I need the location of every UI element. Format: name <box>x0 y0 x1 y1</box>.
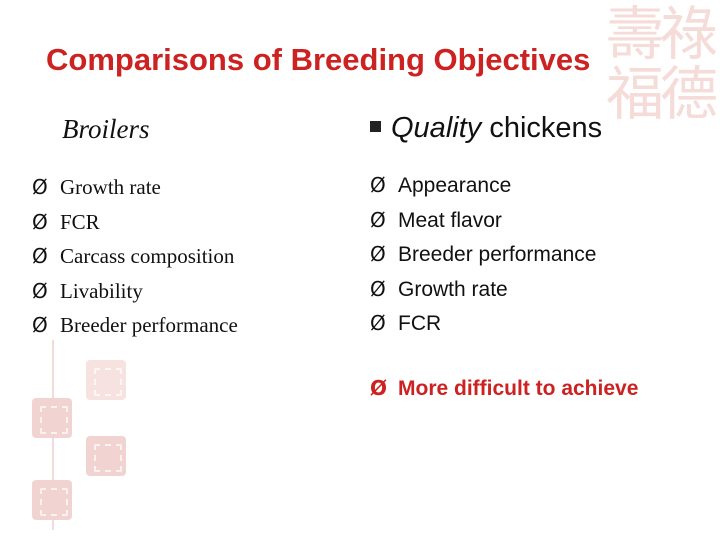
list-item-label: Livability <box>60 278 143 303</box>
list-item: Ø Growth rate <box>370 272 596 307</box>
arrowhead-bullet-icon: Ø <box>370 242 386 266</box>
arrowhead-bullet-icon: Ø <box>32 175 48 199</box>
arrowhead-bullet-icon: Ø <box>370 376 388 400</box>
list-item-label: FCR <box>398 312 442 335</box>
arrowhead-bullet-icon: Ø <box>370 207 386 232</box>
arrowhead-bullet-icon: Ø <box>32 209 48 234</box>
list-item: Ø Meat flavor <box>370 203 596 238</box>
seal-stamp-decoration <box>32 398 72 438</box>
arrowhead-bullet-icon: Ø <box>370 173 386 197</box>
quality-chickens-objectives-list: Ø Appearance Ø Meat flavor Ø Breeder perfor… <box>370 168 596 341</box>
list-item: Ø Appearance <box>370 168 596 203</box>
list-item-label: Breeder performance <box>398 243 597 266</box>
arrowhead-bullet-icon: Ø <box>32 244 48 268</box>
square-bullet-icon <box>370 120 381 132</box>
list-item-label: Carcass composition <box>60 244 235 268</box>
list-item: Ø Growth rate <box>32 170 238 205</box>
note-text: More difficult to achieve <box>398 377 639 400</box>
list-item-label: Meat flavor <box>398 208 502 232</box>
seal-stamp-decoration <box>86 360 126 400</box>
heading-italic-word: Quality <box>391 112 482 144</box>
calligraphy-decoration: 壽祿 福德 <box>605 0 718 128</box>
heading-rest: chickens <box>481 112 603 144</box>
list-item: Ø FCR <box>370 306 596 341</box>
arrowhead-bullet-icon: Ø <box>370 276 386 301</box>
arrowhead-bullet-icon: Ø <box>32 278 48 303</box>
arrowhead-bullet-icon: Ø <box>370 311 386 335</box>
list-item-label: Growth rate <box>398 277 508 301</box>
list-item: Ø Breeder performance <box>370 237 596 272</box>
slide-title: Comparisons of Breeding Objectives <box>46 42 591 77</box>
seal-stamp-decoration <box>32 480 72 520</box>
list-item: Ø Carcass composition <box>32 239 238 274</box>
list-item-label: Appearance <box>398 174 512 197</box>
list-item-label: Breeder performance <box>60 313 238 337</box>
broilers-objectives-list: Ø Growth rate Ø FCR Ø Carcass composition Ø… <box>32 170 238 343</box>
broilers-heading: Broilers <box>62 114 150 144</box>
list-item: Ø FCR <box>32 205 238 240</box>
seal-stamp-decoration <box>86 436 126 476</box>
difficulty-note: Ø More difficult to achieve <box>370 376 638 401</box>
arrowhead-bullet-icon: Ø <box>32 313 48 337</box>
list-item-label: FCR <box>60 209 100 234</box>
list-item: Ø Breeder performance <box>32 308 238 343</box>
list-item: Ø Livability <box>32 274 238 309</box>
quality-chickens-heading: Quality chickens <box>370 112 602 145</box>
list-item-label: Growth rate <box>60 175 161 199</box>
